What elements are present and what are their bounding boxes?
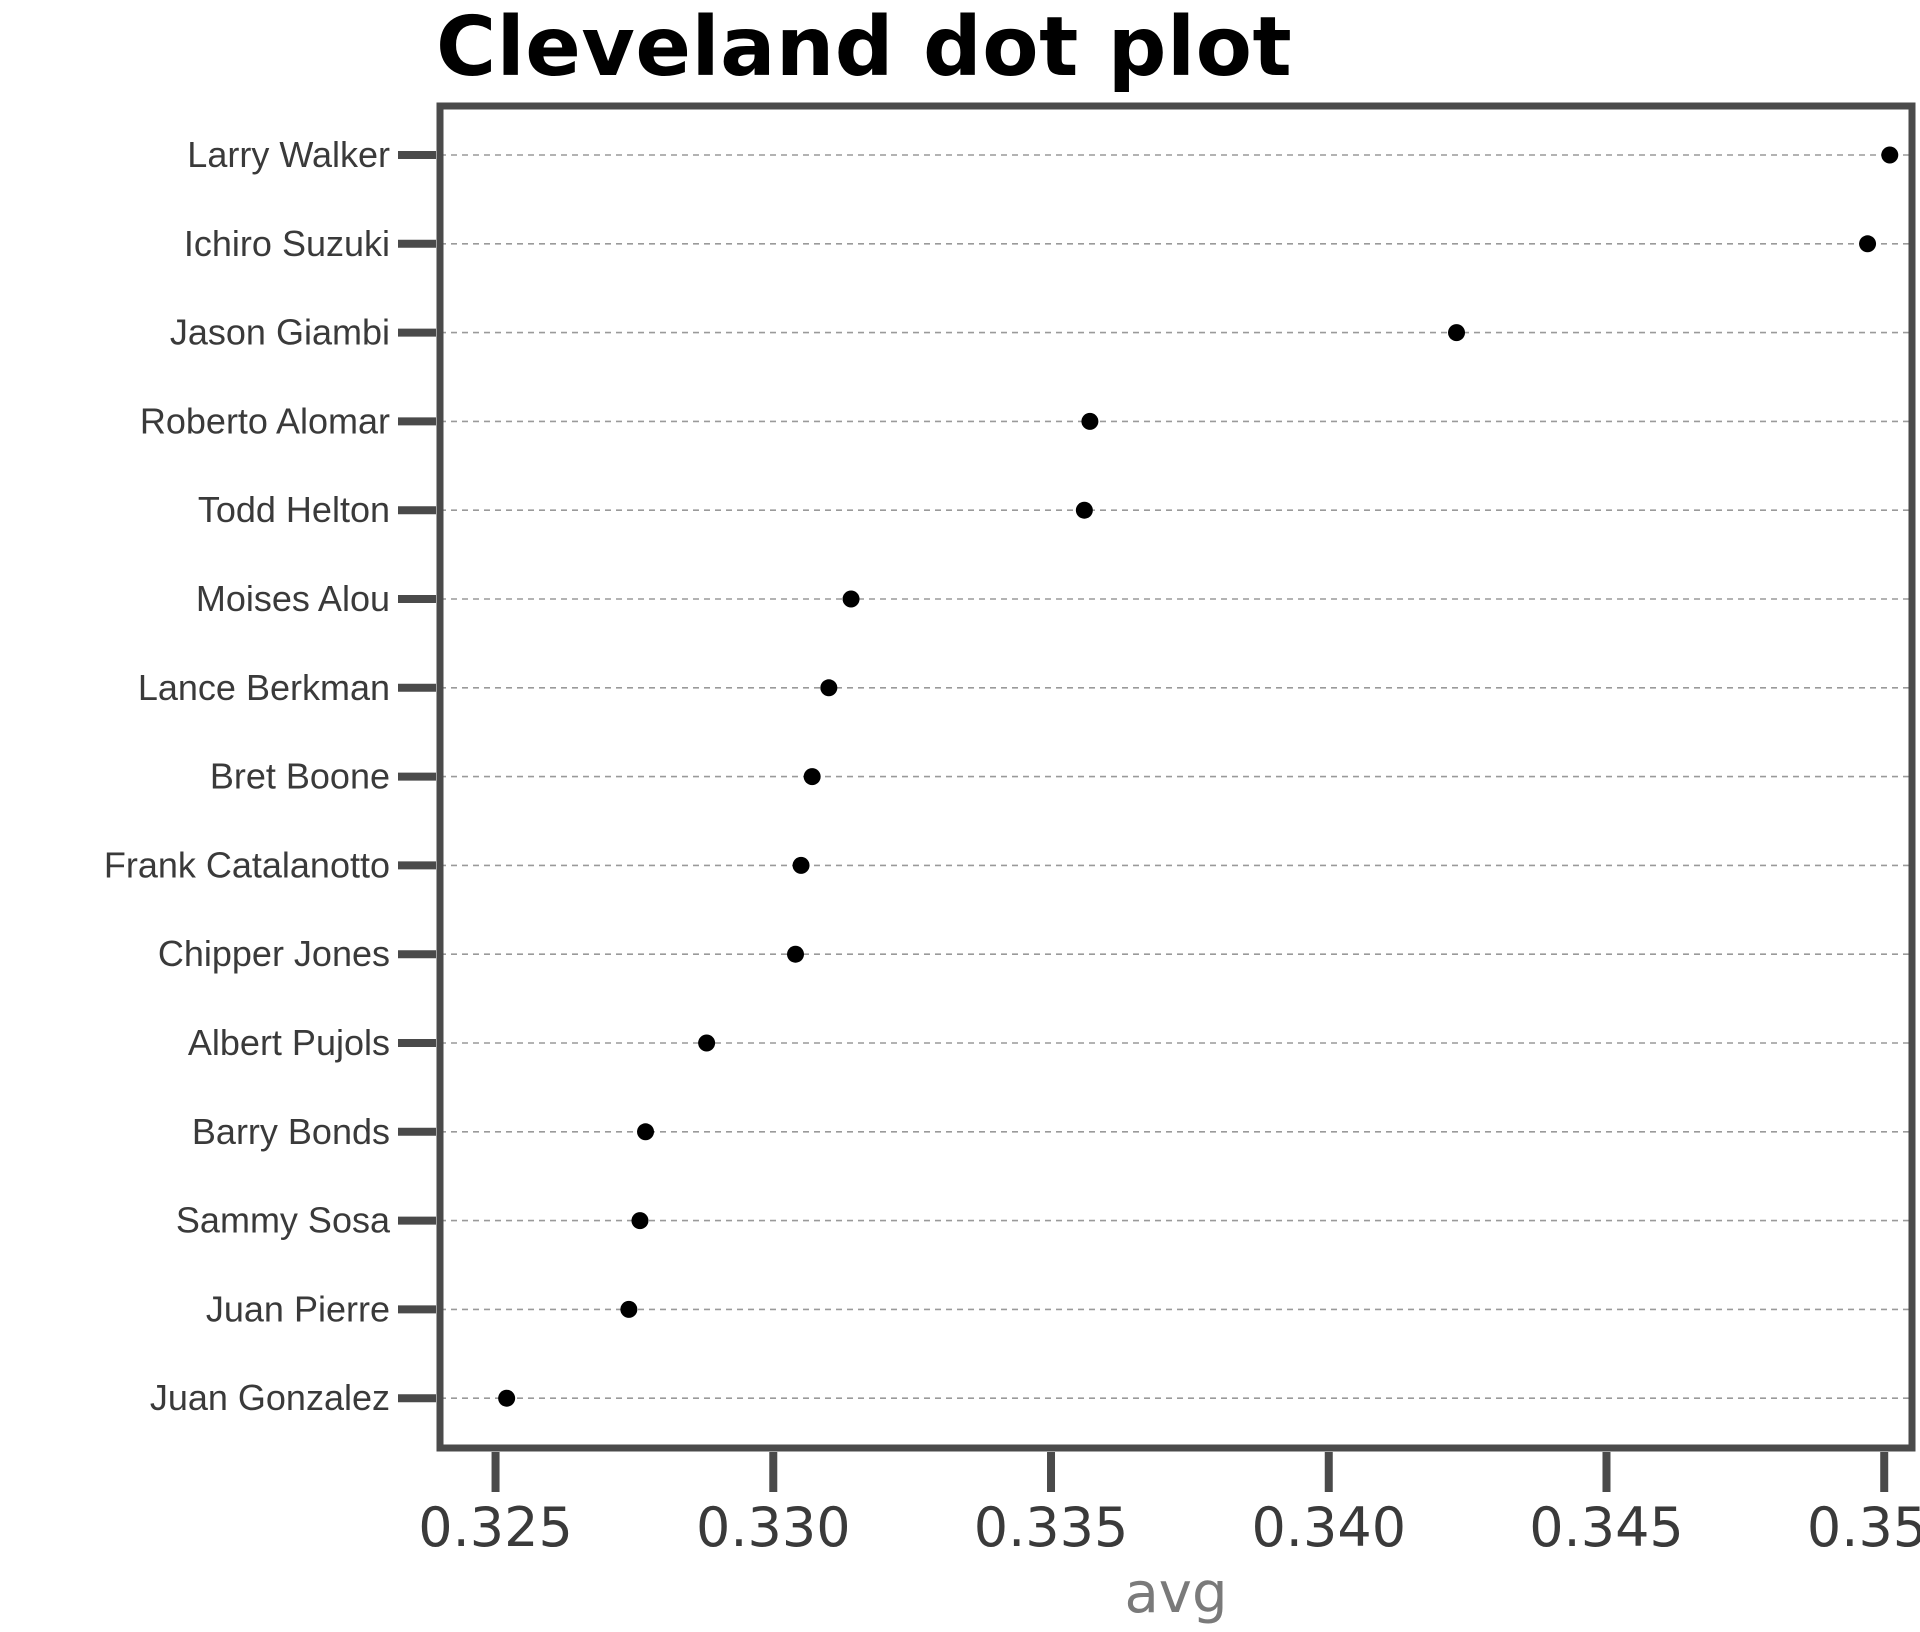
y-tick-label: Juan Pierre xyxy=(206,1288,390,1329)
x-tick-label: 0.345 xyxy=(1529,1496,1684,1559)
data-point xyxy=(842,590,860,608)
y-tick-label: Frank Catalanotto xyxy=(104,844,390,885)
data-point xyxy=(498,1389,516,1407)
x-tick-label: 0.330 xyxy=(696,1496,851,1559)
data-point xyxy=(1081,412,1099,430)
x-axis: 0.325 0.330 0.335 0.340 0.345 0.350 xyxy=(418,1452,1920,1559)
data-point xyxy=(803,768,821,786)
x-tick-label: 0.335 xyxy=(974,1496,1129,1559)
data-point xyxy=(1075,501,1093,519)
data-point xyxy=(787,945,805,963)
chart-title: Cleveland dot plot xyxy=(436,0,1293,95)
y-tick-label: Jason Giambi xyxy=(170,312,390,353)
data-point xyxy=(698,1034,716,1052)
data-point xyxy=(1448,324,1466,342)
y-tick-label: Bret Boone xyxy=(210,756,390,797)
y-tick-label: Sammy Sosa xyxy=(176,1200,391,1241)
y-tick-label: Juan Gonzalez xyxy=(150,1377,390,1418)
y-tick-label: Ichiro Suzuki xyxy=(184,223,390,264)
y-tick-label: Lance Berkman xyxy=(138,667,390,708)
y-axis: Larry Walker Ichiro Suzuki Jason Giambi Rob… xyxy=(104,134,436,1418)
y-tick-label: Chipper Jones xyxy=(158,933,390,974)
data-point xyxy=(620,1300,638,1318)
data-point xyxy=(1881,146,1899,164)
x-tick-label: 0.340 xyxy=(1251,1496,1406,1559)
data-point xyxy=(820,679,838,697)
x-tick-label: 0.325 xyxy=(418,1496,573,1559)
data-points xyxy=(498,146,1899,1407)
y-tick-label: Larry Walker xyxy=(187,134,390,175)
y-tick-label: Roberto Alomar xyxy=(140,400,390,441)
data-point xyxy=(1859,235,1877,253)
y-tick-label: Todd Helton xyxy=(198,489,390,530)
y-tick-label: Moises Alou xyxy=(196,578,390,619)
x-axis-label: avg xyxy=(1124,1561,1227,1626)
data-point xyxy=(631,1212,649,1230)
y-tick-label: Albert Pujols xyxy=(188,1022,390,1063)
x-tick-label: 0.350 xyxy=(1807,1496,1920,1559)
gridlines xyxy=(440,154,1912,1399)
y-tick-label: Barry Bonds xyxy=(192,1111,390,1152)
data-point xyxy=(792,856,810,874)
data-point xyxy=(637,1123,655,1141)
plot-frame xyxy=(436,102,1916,1452)
